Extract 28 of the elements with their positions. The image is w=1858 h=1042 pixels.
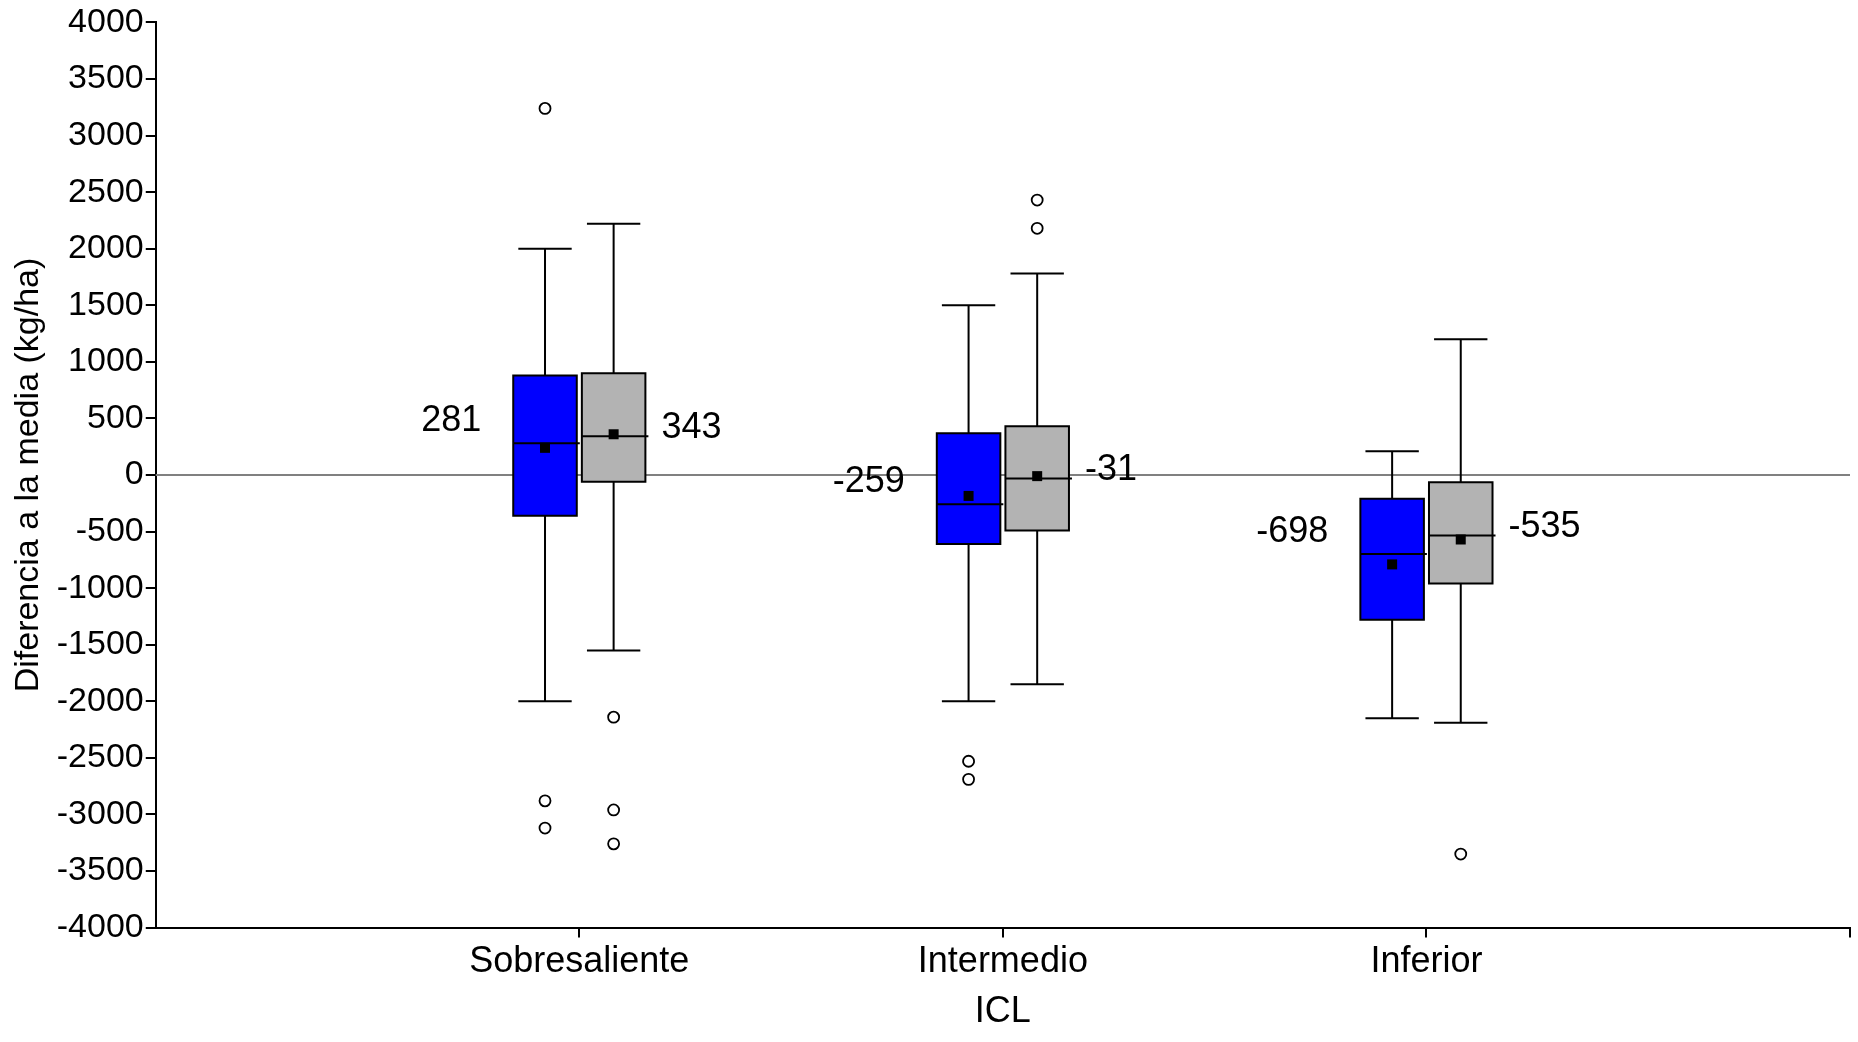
y-tick-label: -4000 [56, 905, 144, 944]
y-tick-label: -2500 [56, 736, 144, 775]
y-axis-title: Diferencia a la media (kg/ha) [6, 257, 45, 693]
y-tick-label: 4000 [68, 0, 144, 39]
text: -259 [832, 459, 905, 501]
y-tick-label: 2000 [68, 227, 144, 266]
y-tick-label: -1000 [56, 566, 144, 605]
y-tick-label: -3500 [56, 849, 144, 888]
y-tick-label: 1500 [68, 283, 144, 322]
y-tick-label: 3000 [68, 113, 144, 152]
x-tick-label: Sobresaliente [469, 939, 690, 981]
y-tick-label: 1000 [68, 340, 144, 379]
y-tick-label: -500 [75, 509, 144, 548]
text: -698 [1256, 508, 1329, 550]
y-tick-label: -3000 [56, 792, 144, 831]
y-tick-label: 3500 [68, 57, 144, 96]
text: -535 [1508, 504, 1581, 546]
x-axis-title: ICL [974, 989, 1031, 1031]
text: 343 [661, 405, 722, 447]
y-tick-label: -1500 [56, 623, 144, 662]
y-tick-label: 500 [87, 396, 144, 435]
text: -31 [1084, 447, 1137, 489]
y-tick-label: 2500 [68, 170, 144, 209]
y-tick-label: -2000 [56, 679, 144, 718]
text: 281 [421, 398, 482, 440]
y-tick-label: 0 [124, 453, 144, 492]
x-tick-label: Inferior [1370, 939, 1483, 981]
x-tick-label: Intermedio [917, 939, 1088, 981]
